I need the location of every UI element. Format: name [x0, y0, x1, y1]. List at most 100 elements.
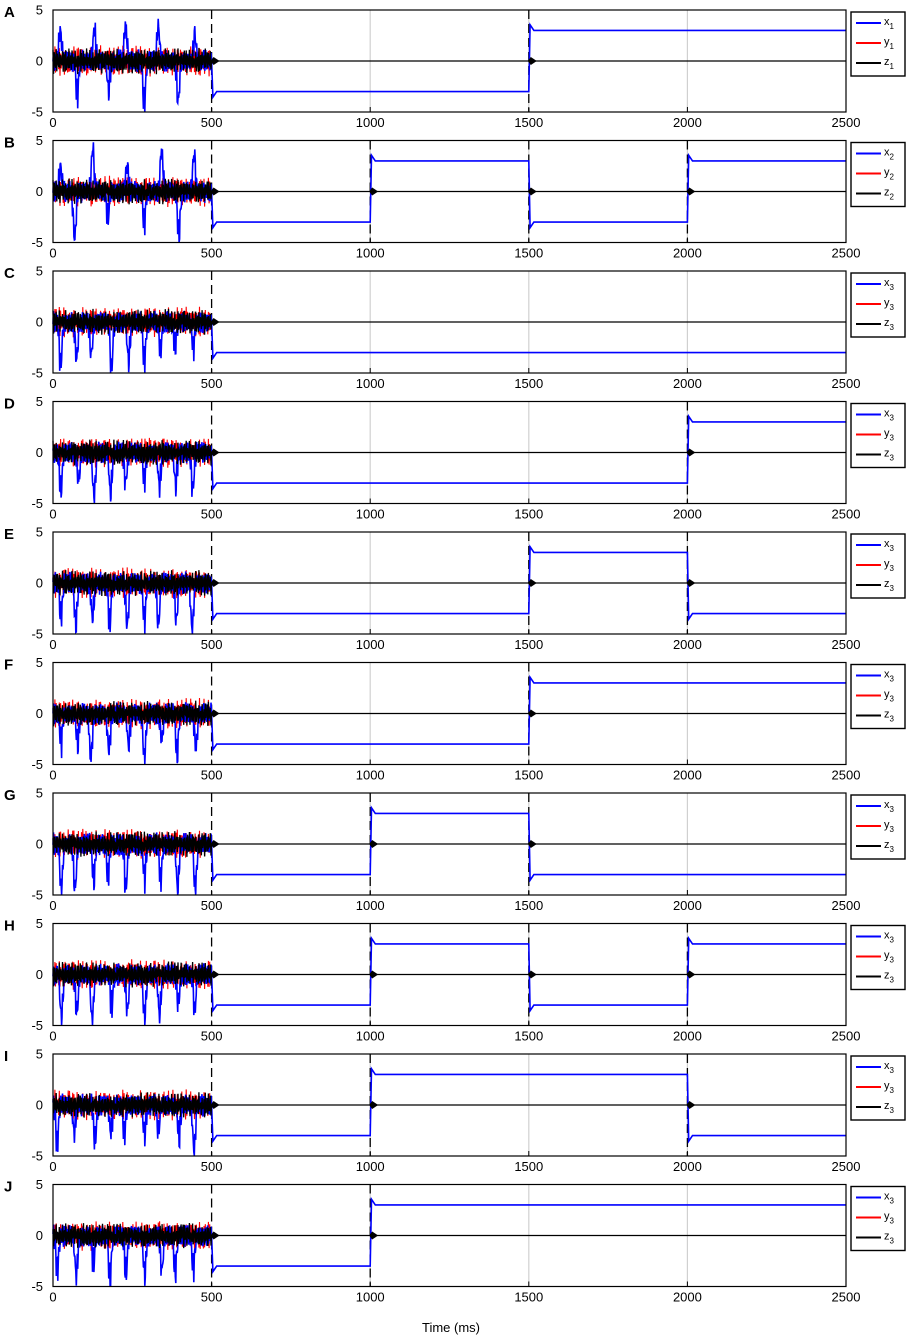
legend-entry: y3	[884, 689, 895, 704]
legend-entry: x3	[884, 669, 895, 684]
series-z	[52, 570, 846, 597]
z-transient-spike	[210, 57, 220, 65]
z-transient-spike	[686, 448, 696, 457]
legend: x1 y1 z1	[850, 11, 906, 77]
x-tick-label: 1000	[356, 1159, 385, 1174]
x-tick-label: 1500	[514, 768, 543, 783]
panel-b: B 5 0 -5 0 500 1000 1500 2000 2500 x2 y2 z2	[4, 133, 906, 261]
series-x	[52, 544, 846, 635]
z-transient-spike	[686, 579, 696, 587]
panel-a: A 5 0 -5 0 500 1000 1500 2000 2500 x1 y1 z1	[4, 3, 906, 130]
legend: x3 y3 z3	[850, 794, 906, 860]
legend-entry: z3	[884, 970, 895, 985]
legend: x3 y3 z3	[850, 1185, 906, 1252]
x-tick-label: 1000	[356, 115, 385, 130]
legend-entry: z2	[884, 187, 895, 202]
x-tick-label: 1500	[514, 1290, 543, 1305]
z-transient-spike	[210, 709, 220, 718]
z-transient-spike	[210, 840, 220, 848]
z-transient-spike	[369, 970, 379, 979]
panel-letter: H	[4, 918, 15, 935]
z-transient-spike	[369, 840, 379, 848]
series-z	[52, 178, 846, 205]
x-axis-label: Time (ms)	[422, 1320, 480, 1335]
legend-entry: y3	[884, 428, 895, 443]
y-tick-label: 0	[36, 445, 43, 460]
x-tick-label: 1000	[356, 898, 385, 913]
y-tick-label: 5	[36, 1177, 43, 1192]
x-tick-label: 2500	[832, 376, 861, 391]
z-transient-spike	[527, 57, 537, 65]
x-tick-label: 2500	[832, 898, 861, 913]
x-tick-label: 2000	[673, 1159, 702, 1174]
legend-entry: y3	[884, 297, 895, 312]
y-tick-label: 0	[36, 837, 43, 852]
legend-entry: y3	[884, 1080, 895, 1095]
series-z	[52, 961, 846, 988]
x-tick-label: 1500	[514, 376, 543, 391]
legend-entry: y3	[884, 950, 895, 965]
legend: x3 y3 z3	[850, 663, 906, 730]
z-transient-spike	[527, 187, 537, 196]
z-transient-spike	[686, 1101, 696, 1109]
legend-entry: x1	[884, 16, 895, 31]
y-tick-label: 0	[36, 54, 43, 69]
x-tick-label: 2000	[673, 768, 702, 783]
y-tick-label: 5	[36, 525, 43, 540]
x-tick-label: 2500	[832, 115, 861, 130]
panel-letter: G	[4, 787, 16, 804]
panel-letter: I	[4, 1048, 8, 1065]
x-tick-label: 0	[49, 898, 56, 913]
legend-entry: y3	[884, 1211, 895, 1226]
y-tick-label: -5	[31, 627, 43, 642]
legend: x3 y3 z3	[850, 1055, 906, 1121]
panel-letter: A	[4, 4, 15, 21]
legend-entry: x3	[884, 1191, 895, 1206]
x-tick-label: 2000	[673, 1290, 702, 1305]
y-tick-label: 5	[36, 394, 43, 409]
legend-entry: x2	[884, 147, 895, 162]
panel-letter: B	[4, 135, 15, 152]
x-tick-label: 1000	[356, 246, 385, 261]
panel-letter: E	[4, 526, 14, 543]
x-tick-label: 1500	[514, 246, 543, 261]
series-z	[52, 700, 846, 727]
x-tick-label: 0	[49, 507, 56, 522]
x-tick-label: 0	[49, 637, 56, 652]
panel-i: I 5 0 -5 0 500 1000 1500 2000 2500 x3 y3 z3	[4, 1047, 906, 1174]
y-tick-label: -5	[31, 105, 43, 120]
y-tick-label: 5	[36, 1047, 43, 1062]
x-tick-label: 1500	[514, 507, 543, 522]
y-tick-label: -5	[31, 757, 43, 772]
x-tick-label: 0	[49, 1290, 56, 1305]
y-tick-label: 0	[36, 967, 43, 982]
series-z	[52, 439, 846, 466]
x-tick-label: 500	[201, 1159, 223, 1174]
panel-letter: F	[4, 657, 13, 674]
x-tick-label: 500	[201, 115, 223, 130]
x-tick-label: 2500	[832, 1159, 861, 1174]
legend-entry: y3	[884, 558, 895, 573]
y-tick-label: 5	[36, 3, 43, 18]
legend-entry: z3	[884, 578, 895, 593]
z-transient-spike	[210, 318, 220, 326]
x-tick-label: 0	[49, 1159, 56, 1174]
panel-j: J 5 0 -5 0 500 1000 1500 2000 2500 x3 y3 z3	[4, 1177, 906, 1305]
x-tick-label: 1000	[356, 507, 385, 522]
legend-entry: y2	[884, 167, 895, 182]
legend-entry: x3	[884, 277, 895, 292]
x-tick-label: 1500	[514, 115, 543, 130]
legend-entry: y3	[884, 819, 895, 834]
panel-letter: J	[4, 1179, 12, 1196]
x-tick-label: 500	[201, 246, 223, 261]
y-tick-label: 0	[36, 1098, 43, 1113]
x-tick-label: 1000	[356, 376, 385, 391]
x-tick-label: 1000	[356, 768, 385, 783]
series-z	[52, 308, 846, 335]
legend-entry: z3	[884, 317, 895, 332]
x-tick-label: 0	[49, 115, 56, 130]
z-transient-spike	[369, 1231, 379, 1240]
y-tick-label: 0	[36, 184, 43, 199]
y-tick-label: 5	[36, 786, 43, 801]
x-tick-label: 1500	[514, 1029, 543, 1044]
